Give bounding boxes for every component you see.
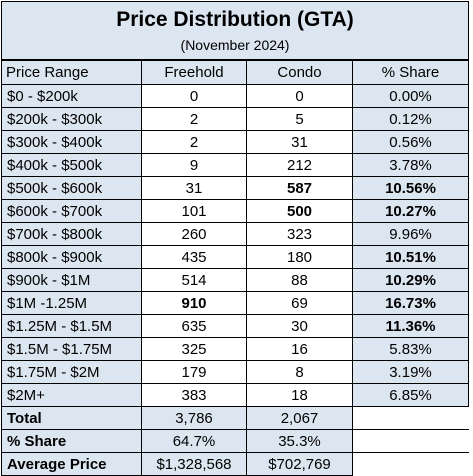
table-row: $1.75M - $2M 179 8 3.19%	[1, 360, 469, 384]
footer-freehold: 3,786	[141, 406, 247, 430]
condo-cell: 16	[246, 337, 353, 361]
price-range-cell: $1.75M - $2M	[1, 360, 142, 384]
condo-cell: 8	[246, 360, 353, 384]
share-cell: 10.56%	[352, 176, 469, 200]
table-row: $400k - $500k 9 212 3.78%	[1, 153, 469, 177]
price-range-cell: $1.5M - $1.75M	[1, 337, 142, 361]
table-row: $1.5M - $1.75M 325 16 5.83%	[1, 337, 469, 361]
title-cell: Price Distribution (GTA) (November 2024)	[1, 1, 469, 61]
header-price-range: Price Range	[1, 59, 142, 85]
freehold-cell: 514	[141, 268, 247, 292]
freehold-cell: 910	[141, 291, 247, 315]
table-row: $1M -1.25M 910 69 16.73%	[1, 291, 469, 315]
table-row: $300k - $400k 2 31 0.56%	[1, 130, 469, 154]
price-range-cell: $2M+	[1, 383, 142, 407]
condo-cell: 31	[246, 130, 353, 154]
share-cell: 3.78%	[352, 153, 469, 177]
footer-condo: $702,769	[246, 452, 353, 476]
freehold-cell: 435	[141, 245, 247, 269]
table-subtitle: (November 2024)	[180, 37, 290, 53]
condo-cell: 30	[246, 314, 353, 338]
freehold-cell: 101	[141, 199, 247, 223]
price-range-cell: $900k - $1M	[1, 268, 142, 292]
freehold-cell: 260	[141, 222, 247, 246]
condo-cell: 18	[246, 383, 353, 407]
footer-freehold: 64.7%	[141, 429, 247, 453]
condo-cell: 212	[246, 153, 353, 177]
share-cell: 3.19%	[352, 360, 469, 384]
empty-cell	[352, 406, 469, 430]
freehold-cell: 2	[141, 107, 247, 131]
condo-cell: 88	[246, 268, 353, 292]
header-row: Price Range Freehold Condo % Share	[1, 59, 469, 85]
table-row: $0 - $200k 0 0 0.00%	[1, 84, 469, 108]
price-range-cell: $500k - $600k	[1, 176, 142, 200]
footer-row-total: Total 3,786 2,067	[1, 406, 469, 430]
share-cell: 10.29%	[352, 268, 469, 292]
share-cell: 0.00%	[352, 84, 469, 108]
freehold-cell: 179	[141, 360, 247, 384]
price-range-cell: $300k - $400k	[1, 130, 142, 154]
share-cell: 10.27%	[352, 199, 469, 223]
freehold-cell: 0	[141, 84, 247, 108]
table-row: $700k - $800k 260 323 9.96%	[1, 222, 469, 246]
footer-label: Average Price	[1, 452, 142, 476]
empty-cell	[352, 429, 469, 453]
price-range-cell: $0 - $200k	[1, 84, 142, 108]
footer-condo: 35.3%	[246, 429, 353, 453]
table-row: $600k - $700k 101 500 10.27%	[1, 199, 469, 223]
footer-condo: 2,067	[246, 406, 353, 430]
table-row: $500k - $600k 31 587 10.56%	[1, 176, 469, 200]
share-cell: 5.83%	[352, 337, 469, 361]
header-condo: Condo	[246, 59, 353, 85]
freehold-cell: 2	[141, 130, 247, 154]
price-range-cell: $600k - $700k	[1, 199, 142, 223]
freehold-cell: 635	[141, 314, 247, 338]
table-title: Price Distribution (GTA)	[116, 8, 354, 31]
price-range-cell: $1.25M - $1.5M	[1, 314, 142, 338]
header-share: % Share	[352, 59, 469, 85]
footer-row-average: Average Price $1,328,568 $702,769	[1, 452, 469, 476]
condo-cell: 500	[246, 199, 353, 223]
share-cell: 9.96%	[352, 222, 469, 246]
condo-cell: 0	[246, 84, 353, 108]
table-row: $800k - $900k 435 180 10.51%	[1, 245, 469, 269]
share-cell: 10.51%	[352, 245, 469, 269]
freehold-cell: 383	[141, 383, 247, 407]
condo-cell: 323	[246, 222, 353, 246]
footer-label: Total	[1, 406, 142, 430]
condo-cell: 69	[246, 291, 353, 315]
table-row: $2M+ 383 18 6.85%	[1, 383, 469, 407]
footer-label: % Share	[1, 429, 142, 453]
empty-cell	[352, 452, 469, 476]
price-range-cell: $800k - $900k	[1, 245, 142, 269]
price-range-cell: $1M -1.25M	[1, 291, 142, 315]
share-cell: 11.36%	[352, 314, 469, 338]
table-row: $200k - $300k 2 5 0.12%	[1, 107, 469, 131]
header-freehold: Freehold	[141, 59, 247, 85]
footer-row-share: % Share 64.7% 35.3%	[1, 429, 469, 453]
freehold-cell: 9	[141, 153, 247, 177]
freehold-cell: 31	[141, 176, 247, 200]
share-cell: 0.56%	[352, 130, 469, 154]
price-range-cell: $200k - $300k	[1, 107, 142, 131]
price-range-cell: $700k - $800k	[1, 222, 142, 246]
condo-cell: 5	[246, 107, 353, 131]
freehold-cell: 325	[141, 337, 247, 361]
share-cell: 16.73%	[352, 291, 469, 315]
share-cell: 0.12%	[352, 107, 469, 131]
footer-freehold: $1,328,568	[141, 452, 247, 476]
condo-cell: 587	[246, 176, 353, 200]
table-row: $900k - $1M 514 88 10.29%	[1, 268, 469, 292]
price-range-cell: $400k - $500k	[1, 153, 142, 177]
table-row: $1.25M - $1.5M 635 30 11.36%	[1, 314, 469, 338]
share-cell: 6.85%	[352, 383, 469, 407]
condo-cell: 180	[246, 245, 353, 269]
